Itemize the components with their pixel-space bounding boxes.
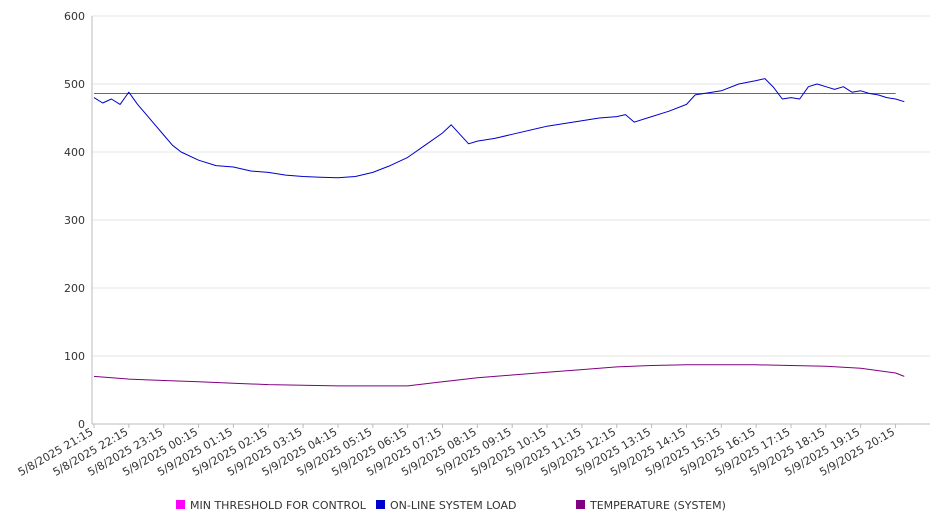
legend-label-min-threshold-for-control: MIN THRESHOLD FOR CONTROL	[190, 499, 367, 512]
series-line-on-line-system-load	[93, 78, 905, 179]
legend-swatch-on-line-system-load	[376, 500, 385, 509]
y-tick-label-200: 200	[64, 282, 85, 295]
y-tick-label-0: 0	[78, 418, 85, 431]
legend-swatch-min-threshold-for-control	[176, 500, 185, 509]
y-tick-label-100: 100	[64, 350, 85, 363]
series-line-temperature-system	[93, 364, 905, 387]
y-tick-label-600: 600	[64, 10, 85, 23]
x-tick-labels: 5/8/2025 21:155/8/2025 22:155/8/2025 23:…	[16, 424, 897, 479]
y-tick-label-300: 300	[64, 214, 85, 227]
legend-swatch-temperature-system	[576, 500, 585, 509]
y-tick-label-500: 500	[64, 78, 85, 91]
legend-label-temperature-system: TEMPERATURE (SYSTEM)	[589, 499, 726, 512]
y-tick-labels: 0 100 200 300 400 500 600	[64, 10, 85, 431]
legend-label-on-line-system-load: ON-LINE SYSTEM LOAD	[390, 499, 516, 512]
grid	[92, 15, 930, 357]
series	[93, 78, 905, 387]
axes	[91, 16, 930, 425]
y-tick-label-400: 400	[64, 146, 85, 159]
legend: MIN THRESHOLD FOR CONTROL ON-LINE SYSTEM …	[176, 499, 726, 512]
